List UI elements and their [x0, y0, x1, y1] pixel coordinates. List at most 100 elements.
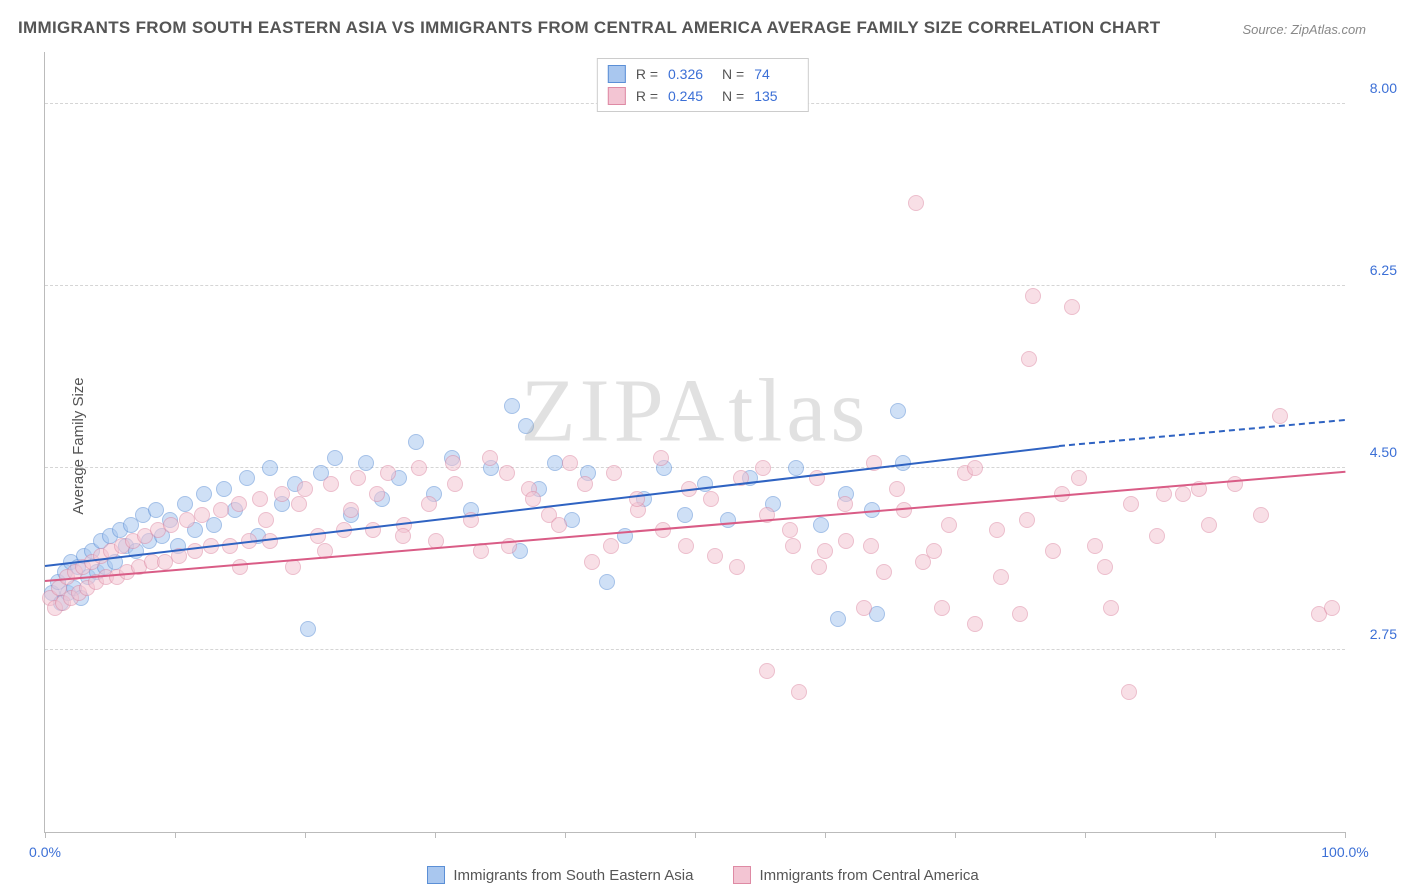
data-point-sea [196, 486, 212, 502]
legend-stats-row-ca: R = 0.245 N = 135 [608, 85, 798, 107]
data-point-ca [1019, 512, 1035, 528]
swatch-ca [608, 87, 626, 105]
data-point-sea [813, 517, 829, 533]
data-point-sea [518, 418, 534, 434]
data-point-ca [993, 569, 1009, 585]
watermark-text: ZIPAtlas [521, 359, 870, 462]
stat-n-sea: 74 [754, 66, 798, 82]
data-point-ca [863, 538, 879, 554]
x-tick [45, 832, 46, 838]
data-point-sea [148, 502, 164, 518]
data-point-ca [421, 496, 437, 512]
data-point-ca [1201, 517, 1217, 533]
stat-n-label: N = [722, 66, 744, 82]
stat-r-sea: 0.326 [668, 66, 712, 82]
data-point-ca [811, 559, 827, 575]
data-point-ca [395, 528, 411, 544]
data-point-ca [411, 460, 427, 476]
y-tick-label: 8.00 [1370, 80, 1397, 96]
data-point-sea [300, 621, 316, 637]
data-point-ca [703, 491, 719, 507]
data-point-ca [967, 460, 983, 476]
data-point-ca [1272, 408, 1288, 424]
plot-area: ZIPAtlas 2.754.506.258.000.0%100.0% [44, 52, 1345, 833]
data-point-ca [817, 543, 833, 559]
data-point-ca [445, 455, 461, 471]
x-min-label: 0.0% [29, 844, 61, 860]
x-tick [175, 832, 176, 838]
data-point-sea [262, 460, 278, 476]
data-point-ca [232, 559, 248, 575]
data-point-ca [350, 470, 366, 486]
data-point-ca [310, 528, 326, 544]
data-point-sea [890, 403, 906, 419]
data-point-ca [1149, 528, 1165, 544]
data-point-ca [941, 517, 957, 533]
data-point-sea [216, 481, 232, 497]
data-point-ca [163, 517, 179, 533]
legend-bottom: Immigrants from South Eastern Asia Immig… [0, 866, 1406, 884]
data-point-ca [499, 465, 515, 481]
data-point-ca [274, 486, 290, 502]
data-point-sea [788, 460, 804, 476]
stat-r-label: R = [636, 88, 658, 104]
data-point-ca [323, 476, 339, 492]
x-max-label: 100.0% [1321, 844, 1368, 860]
data-point-sea [720, 512, 736, 528]
legend-label-ca: Immigrants from Central America [759, 867, 978, 884]
data-point-ca [837, 496, 853, 512]
legend-item-sea: Immigrants from South Eastern Asia [427, 866, 693, 884]
x-tick [565, 832, 566, 838]
gridline [45, 649, 1345, 650]
gridline [45, 467, 1345, 468]
gridline [45, 285, 1345, 286]
data-point-ca [258, 512, 274, 528]
data-point-ca [231, 496, 247, 512]
chart-title: IMMIGRANTS FROM SOUTH EASTERN ASIA VS IM… [18, 18, 1160, 38]
swatch-sea [427, 866, 445, 884]
data-point-ca [606, 465, 622, 481]
data-point-ca [782, 522, 798, 538]
x-tick [1215, 832, 1216, 838]
data-point-ca [1175, 486, 1191, 502]
data-point-sea [677, 507, 693, 523]
data-point-ca [562, 455, 578, 471]
stat-n-label: N = [722, 88, 744, 104]
data-point-ca [369, 486, 385, 502]
data-point-ca [179, 512, 195, 528]
data-point-ca [934, 600, 950, 616]
data-point-ca [297, 481, 313, 497]
data-point-ca [380, 465, 396, 481]
x-tick [955, 832, 956, 838]
data-point-ca [838, 533, 854, 549]
swatch-sea [608, 65, 626, 83]
data-point-ca [876, 564, 892, 580]
data-point-ca [785, 538, 801, 554]
x-tick [1345, 832, 1346, 838]
data-point-ca [343, 502, 359, 518]
stat-n-ca: 135 [754, 88, 798, 104]
data-point-ca [1071, 470, 1087, 486]
data-point-sea [239, 470, 255, 486]
data-point-ca [1097, 559, 1113, 575]
stat-r-ca: 0.245 [668, 88, 712, 104]
x-tick [305, 832, 306, 838]
data-point-ca [603, 538, 619, 554]
data-point-ca [1025, 288, 1041, 304]
data-point-sea [830, 611, 846, 627]
data-point-ca [577, 476, 593, 492]
data-point-sea [504, 398, 520, 414]
data-point-ca [791, 684, 807, 700]
data-point-sea [547, 455, 563, 471]
data-point-ca [1087, 538, 1103, 554]
y-tick-label: 4.50 [1370, 444, 1397, 460]
data-point-ca [1045, 543, 1061, 559]
data-point-ca [1021, 351, 1037, 367]
data-point-ca [551, 517, 567, 533]
data-point-ca [525, 491, 541, 507]
data-point-ca [194, 507, 210, 523]
data-point-ca [678, 538, 694, 554]
data-point-ca [755, 460, 771, 476]
data-point-ca [213, 502, 229, 518]
x-tick [435, 832, 436, 838]
